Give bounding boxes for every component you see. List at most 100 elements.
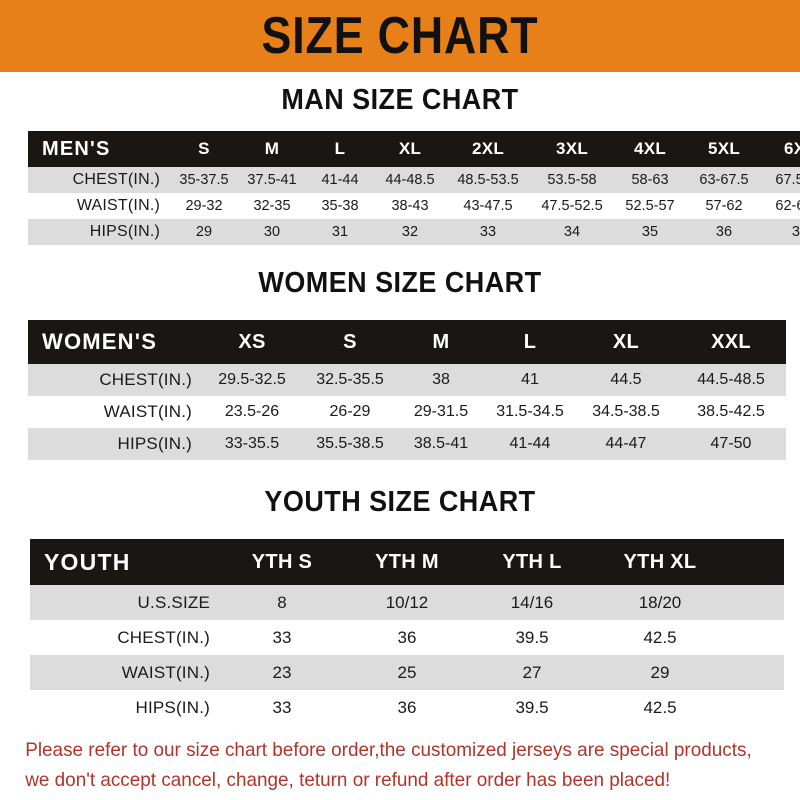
cell-waist-l: 35-38 — [321, 198, 359, 214]
col-header-xl: XL — [612, 330, 640, 353]
cell-hips-5xl: 36 — [715, 224, 733, 240]
cell-waist-2xl: 43-47.5 — [463, 198, 513, 214]
cell-spacer — [726, 655, 784, 690]
cell-waist-xl: 34.5-38.5 — [592, 403, 660, 420]
cell-waist-xl: 38-43 — [391, 198, 429, 214]
cell-chest-m: 38 — [432, 371, 450, 388]
youth-size-table: YOUTH YTH S YTH M YTH L YTH XL U.S.SIZE … — [30, 539, 784, 725]
youth-size-table-head: YOUTH YTH S YTH M YTH L YTH XL — [30, 539, 784, 585]
col-header-s: S — [343, 330, 357, 353]
cell-waist-6xl: 62-66.5 — [775, 198, 800, 214]
cell-hips-4xl: 35 — [641, 224, 659, 240]
cell-waist-s: 26-29 — [329, 403, 371, 420]
col-header-spacer — [726, 539, 784, 585]
notice-line-2: we don't accept cancel, change, teturn o… — [25, 769, 671, 791]
cell-chest-3xl: 53.5-58 — [547, 172, 597, 188]
row-label-hips: HIPS(IN.) — [135, 697, 210, 717]
col-header-6xl: 6XL — [783, 139, 800, 158]
cell-hips-l: 41-44 — [509, 435, 551, 452]
cell-us-size-yth-xl: 18/20 — [638, 592, 682, 612]
man-size-table-head: MEN'S S M L XL 2XL 3XL 4XL 5XL 6XL — [28, 131, 800, 167]
man-size-table: MEN'S S M L XL 2XL 3XL 4XL 5XL 6XL CHEST… — [28, 131, 800, 245]
cell-chest-xs: 29.5-32.5 — [218, 371, 286, 388]
row-label-hips: HIPS(IN.) — [89, 223, 160, 240]
cell-chest-l: 41-44 — [321, 172, 359, 188]
table-row: HIPS(IN.) 29 30 31 32 33 34 35 36 37 — [28, 219, 800, 245]
table-row: WAIST(IN.) 23 25 27 29 — [30, 655, 784, 690]
col-header-3xl: 3XL — [555, 139, 589, 158]
col-header-m: M — [432, 330, 450, 353]
cell-chest-s: 35-37.5 — [179, 172, 229, 188]
cell-hips-s: 29 — [195, 224, 213, 240]
section-title-youth: YOUTH SIZE CHART — [264, 486, 536, 518]
man-size-table-body: CHEST(IN.) 35-37.5 37.5-41 41-44 44-48.5… — [28, 167, 800, 245]
table-row: WAIST(IN.) 29-32 32-35 35-38 38-43 43-47… — [28, 193, 800, 219]
col-header-m: M — [264, 139, 280, 158]
row-label-us-size: U.S.SIZE — [137, 592, 210, 612]
cell-chest-4xl: 58-63 — [631, 172, 669, 188]
order-policy-notice: Please refer to our size chart before or… — [0, 735, 776, 795]
cell-hips-2xl: 33 — [479, 224, 497, 240]
cell-waist-yth-m: 25 — [397, 662, 417, 682]
cell-hips-yth-m: 36 — [397, 697, 417, 717]
cell-chest-xxl: 44.5-48.5 — [697, 371, 765, 388]
section-youth-size-chart: YOUTH SIZE CHART YOUTH YTH S YTH M YTH L… — [0, 460, 800, 725]
cell-waist-s: 29-32 — [185, 198, 223, 214]
cell-hips-xxl: 47-50 — [710, 435, 752, 452]
cell-hips-m: 30 — [263, 224, 281, 240]
women-size-table-body: CHEST(IN.) 29.5-32.5 32.5-35.5 38 41 44.… — [28, 364, 786, 460]
cell-chest-s: 32.5-35.5 — [316, 371, 384, 388]
col-header-mens: MEN'S — [42, 137, 111, 160]
cell-hips-m: 38.5-41 — [413, 435, 469, 452]
section-title-man: MAN SIZE CHART — [281, 84, 519, 116]
col-header-yth-l: YTH L — [502, 550, 562, 573]
row-label-waist: WAIST(IN.) — [121, 662, 210, 682]
table-row: HIPS(IN.) 33 36 39.5 42.5 — [30, 690, 784, 725]
youth-size-table-body: U.S.SIZE 8 10/12 14/16 18/20 CHEST(IN.) … — [30, 585, 784, 725]
table-header-row: MEN'S S M L XL 2XL 3XL 4XL 5XL 6XL — [28, 131, 800, 167]
cell-waist-xs: 23.5-26 — [224, 403, 280, 420]
size-chart-banner: SIZE CHART — [0, 0, 800, 72]
col-header-2xl: 2XL — [471, 139, 505, 158]
section-title-women: WOMEN SIZE CHART — [258, 267, 542, 299]
cell-hips-yth-s: 33 — [272, 697, 292, 717]
cell-hips-xl: 44-47 — [605, 435, 647, 452]
cell-hips-yth-xl: 42.5 — [643, 697, 677, 717]
cell-chest-yth-xl: 42.5 — [643, 627, 677, 647]
cell-waist-yth-xl: 29 — [650, 662, 670, 682]
cell-chest-l: 41 — [521, 371, 539, 388]
cell-us-size-yth-s: 8 — [277, 592, 287, 612]
row-label-waist: WAIST(IN.) — [76, 197, 160, 214]
col-header-s: S — [198, 139, 210, 158]
cell-hips-xs: 33-35.5 — [224, 435, 280, 452]
cell-hips-3xl: 34 — [563, 224, 581, 240]
cell-waist-m: 29-31.5 — [413, 403, 469, 420]
cell-waist-3xl: 47.5-52.5 — [541, 198, 603, 214]
col-header-xl: XL — [398, 139, 422, 158]
cell-waist-xxl: 38.5-42.5 — [697, 403, 765, 420]
col-header-xxl: XXL — [711, 330, 751, 353]
cell-chest-yth-l: 39.5 — [515, 627, 549, 647]
col-header-l: L — [523, 330, 537, 353]
col-header-4xl: 4XL — [633, 139, 667, 158]
cell-hips-s: 35.5-38.5 — [316, 435, 384, 452]
col-header-l: L — [334, 139, 346, 158]
col-header-yth-xl: YTH XL — [623, 550, 697, 573]
cell-spacer — [726, 690, 784, 725]
table-row: WAIST(IN.) 23.5-26 26-29 29-31.5 31.5-34… — [28, 396, 786, 428]
cell-chest-xl: 44.5 — [610, 371, 642, 388]
cell-spacer — [726, 620, 784, 655]
row-label-chest: CHEST(IN.) — [99, 370, 192, 389]
women-size-table: WOMEN'S XS S M L XL XXL CHEST(IN.) 29.5-… — [28, 320, 786, 460]
cell-chest-2xl: 48.5-53.5 — [457, 172, 519, 188]
col-header-youth: YOUTH — [44, 548, 131, 575]
cell-chest-yth-s: 33 — [272, 627, 292, 647]
cell-hips-l: 31 — [331, 224, 349, 240]
row-label-chest: CHEST(IN.) — [72, 171, 160, 188]
cell-waist-l: 31.5-34.5 — [496, 403, 564, 420]
col-header-womens: WOMEN'S — [42, 329, 158, 354]
table-row: CHEST(IN.) 33 36 39.5 42.5 — [30, 620, 784, 655]
cell-waist-4xl: 52.5-57 — [625, 198, 675, 214]
table-row: HIPS(IN.) 33-35.5 35.5-38.5 38.5-41 41-4… — [28, 428, 786, 460]
table-header-row: WOMEN'S XS S M L XL XXL — [28, 320, 786, 364]
